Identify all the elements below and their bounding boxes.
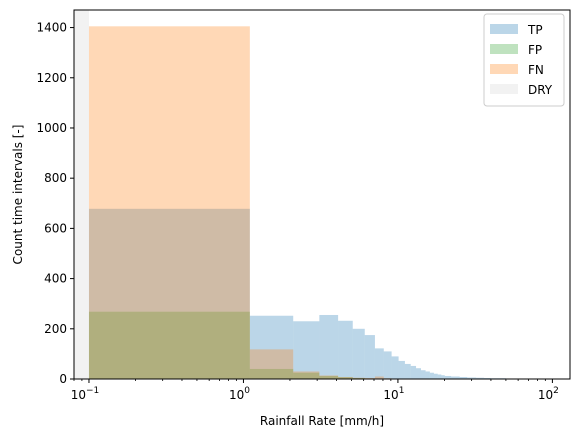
- legend-swatch-fn: [490, 64, 518, 74]
- bar-fp-3: [319, 375, 339, 379]
- bar-fn-5: [352, 377, 365, 379]
- bar-tp-7: [374, 348, 384, 379]
- legend-label-dry: DRY: [528, 83, 553, 97]
- bar-tp-1: [249, 315, 294, 379]
- y-tick-label: 800: [44, 171, 67, 185]
- x-tick-label: 102: [538, 386, 559, 402]
- x-axis-label: Rainfall Rate [mm/h]: [260, 414, 384, 428]
- y-tick-label: 0: [59, 372, 67, 386]
- bar-tp-25: [484, 377, 492, 379]
- bar-dry-0: [74, 10, 89, 379]
- y-tick-label: 200: [44, 322, 67, 336]
- bar-fn-4: [338, 376, 353, 379]
- series-dry: [74, 10, 89, 379]
- bar-fn-2: [293, 371, 320, 379]
- bar-fp-0: [88, 311, 250, 379]
- legend-swatch-dry: [490, 84, 518, 94]
- bar-tp-3: [319, 314, 339, 379]
- bar-tp-5: [352, 328, 365, 379]
- x-axis: 10−1 100 101 102: [71, 379, 559, 402]
- bar-tp-11: [404, 363, 411, 379]
- bar-tp-21: [451, 376, 460, 379]
- y-tick-label: 400: [44, 272, 67, 286]
- plot-frame: [73, 9, 571, 380]
- bar-fn-0: [88, 26, 250, 380]
- legend-swatch-tp: [490, 24, 518, 34]
- series-fp: [88, 311, 399, 379]
- y-tick-label: 1400: [36, 21, 67, 35]
- bar-fn-6: [364, 377, 375, 379]
- legend: TP FP FN DRY: [483, 13, 565, 107]
- bar-tp-6: [364, 335, 375, 379]
- bar-tp-12: [410, 365, 417, 379]
- bar-tp-8: [383, 351, 392, 379]
- x-tick-label: 101: [383, 386, 404, 402]
- bar-fn-7: [374, 376, 384, 379]
- bar-tp-23: [467, 377, 477, 379]
- x-tick-label: 10−1: [71, 386, 100, 402]
- bar-tp-22: [459, 376, 468, 379]
- bar-tp-19: [441, 375, 445, 379]
- bar-fn-1: [249, 349, 294, 379]
- bar-tp-24: [476, 377, 485, 379]
- bar-fp-5: [352, 377, 365, 379]
- bar-tp-2: [293, 321, 320, 379]
- bar-tp-14: [420, 370, 426, 379]
- bar-tp-10: [398, 360, 405, 379]
- bar-fp-4: [338, 377, 353, 379]
- x-tick-label: 100: [229, 386, 250, 402]
- series-fn: [88, 26, 399, 380]
- bar-tp-20: [444, 375, 452, 379]
- y-tick-label: 1000: [36, 121, 67, 135]
- y-axis: 0 200 400 600 800 1000 1200 1400: [36, 21, 74, 386]
- legend-label-tp: TP: [527, 23, 543, 37]
- bar-tp-15: [425, 371, 430, 379]
- y-tick-label: 1200: [36, 71, 67, 85]
- bar-tp-17: [433, 373, 438, 379]
- series-tp: [88, 208, 553, 379]
- bars-layer: [74, 10, 553, 380]
- bar-fp-1: [249, 368, 294, 379]
- y-axis-label: Count time intervals [-]: [11, 125, 25, 265]
- y-tick-label: 600: [44, 221, 67, 235]
- legend-label-fp: FP: [528, 43, 542, 57]
- legend-box: [483, 13, 565, 107]
- legend-label-fn: FN: [528, 63, 544, 77]
- bar-tp-13: [416, 368, 421, 379]
- bar-tp-9: [391, 356, 399, 379]
- bar-fn-3: [319, 375, 339, 379]
- bar-fp-2: [293, 372, 320, 379]
- bar-tp-16: [429, 372, 434, 379]
- bar-tp-18: [437, 374, 442, 379]
- bar-tp-0: [88, 208, 250, 379]
- legend-swatch-fp: [490, 44, 518, 54]
- bar-tp-4: [338, 320, 353, 379]
